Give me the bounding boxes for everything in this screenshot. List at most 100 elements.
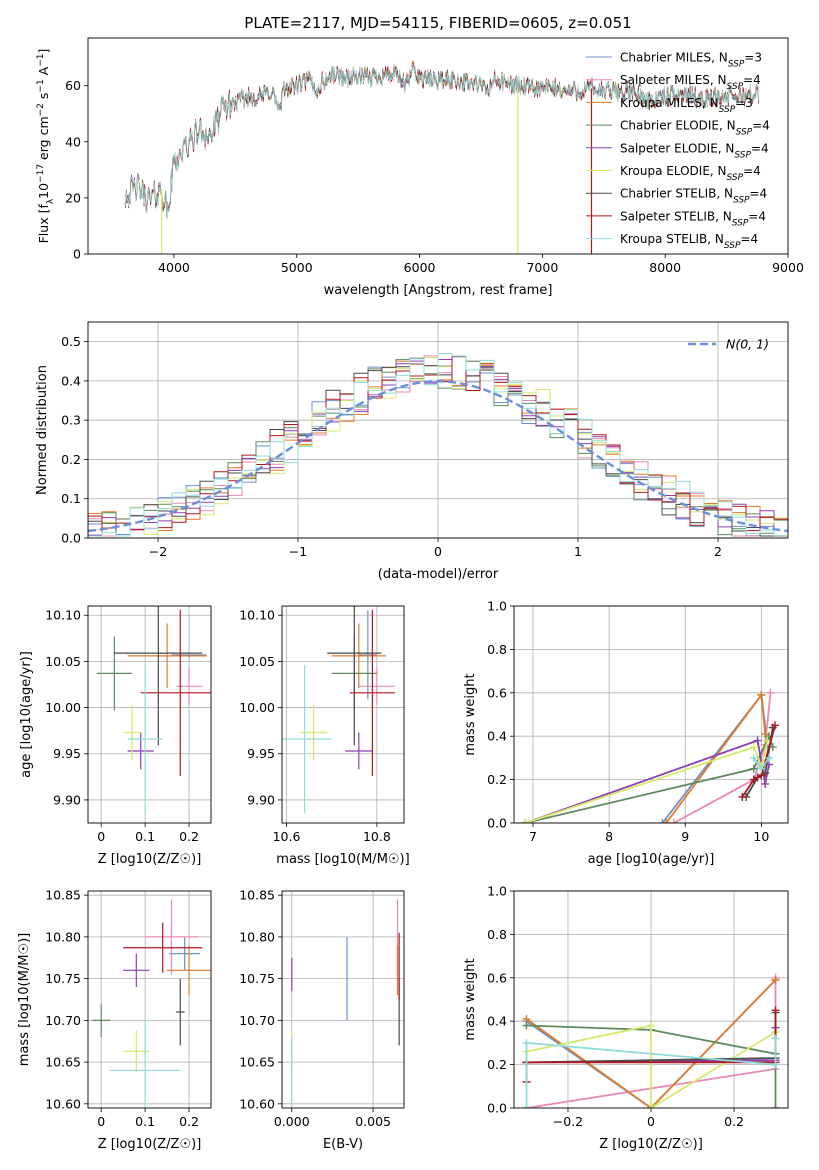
residuals-ytick-label: 0.2 xyxy=(61,452,81,467)
mass_weight_vs_age-point-marker xyxy=(753,736,762,745)
residuals-gaussian-curve xyxy=(88,380,788,533)
spectrum-ylabel-part: −17 xyxy=(36,164,46,183)
mass_weight_vs_age-point-marker xyxy=(761,779,770,788)
mass_weight_vs_age-point-marker xyxy=(749,743,758,752)
age_vs_mass-xtick-label: 10.6 xyxy=(273,829,301,844)
figure-title: PLATE=2117, MJD=54115, FIBERID=0605, z=0… xyxy=(244,14,631,32)
mass_weight_vs_Z-ytick-label: 0.2 xyxy=(487,1057,507,1072)
mass_weight_vs_Z-point-marker xyxy=(522,1104,531,1108)
spectrum-ylabel-part: −1 xyxy=(36,54,46,67)
spectrum-ylabel-part: s xyxy=(36,93,51,104)
age_vs_mass-ytick-label: 9.90 xyxy=(247,792,275,807)
mass_weight_vs_Z-ytick-label: 0.0 xyxy=(487,1101,507,1116)
mass_weight_vs_age-ytick-label: 0.6 xyxy=(487,685,507,700)
spectrum-legend-label: Chabrier ELODIE, NSSP=4 xyxy=(620,119,770,138)
mass_weight_vs_age-point-marker xyxy=(764,753,773,762)
mass_vs_Z-ytick-label: 10.75 xyxy=(45,971,81,986)
residuals-legend-label: N(0, 1) xyxy=(726,337,769,352)
spectrum-ylabel-part: A xyxy=(36,66,51,79)
age_vs_Z-ylabel: age [log10(age/yr)] xyxy=(19,651,34,778)
residuals-histogram-step xyxy=(88,353,788,537)
mass_weight_vs_age-xtick-label: 10 xyxy=(753,829,769,844)
age_vs_Z-ytick-label: 10.10 xyxy=(45,608,81,623)
spectrum-legend-label: Kroupa ELODIE, NSSP=4 xyxy=(620,164,761,183)
mass_weight_vs_age-point-marker xyxy=(771,721,780,730)
mass_weight_vs_age-point-marker xyxy=(738,792,747,801)
residuals-panel: −2 −1 0 1 2 0.0 0.1 0.2 0.3 0.4 0.5 (data-model)/er… xyxy=(35,321,789,582)
age_vs_Z-ytick-label: 9.90 xyxy=(53,792,81,807)
spectrum-legend-label: Chabrier STELIB, NSSP=4 xyxy=(620,187,767,206)
mass_vs_Z-ytick-label: 10.85 xyxy=(45,888,81,903)
mass_weight_vs_age-point-marker xyxy=(766,688,775,697)
age_vs_mass-ytick-label: 10.05 xyxy=(239,654,275,669)
spectrum-ylabel-part: ] xyxy=(36,49,51,54)
mass_weight_vs_age-ytick-label: 0.8 xyxy=(487,642,507,657)
mass_vs_ebv-xlabel: E(B-V) xyxy=(323,1137,363,1152)
residuals-xtick-label: 0 xyxy=(434,544,442,559)
spectrum-ylabel-part: λ xyxy=(46,198,56,204)
residuals-xtick-label: 2 xyxy=(714,544,722,559)
mass_weight_vs_age-xtick-label: 9 xyxy=(681,829,689,844)
mass_weight_vs_age-ytick-label: 0.0 xyxy=(487,816,507,831)
mass_weight_vs_Z-point-marker xyxy=(771,1006,780,1015)
mass_weight_vs_Z-point-marker xyxy=(647,1021,655,1030)
mass_weight_vs_age-point-marker xyxy=(521,819,530,823)
mass_weight_vs_Z-panel: −0.2 0 0.2 0.0 0.2 0.4 0.6 0.8 1.0 Z [log10(Z/Z☉)… xyxy=(463,884,789,1152)
mass_weight_vs_Z-series-line xyxy=(525,979,777,1108)
age_vs_mass-ytick-label: 9.95 xyxy=(247,746,275,761)
mass_weight_vs_age-frame xyxy=(513,605,789,824)
mass_weight_vs_Z-ytick-label: 0.6 xyxy=(487,970,507,985)
age_vs_mass-panel: 10.6 10.8 9.90 9.95 10.00 10.05 10.10 mass [log… xyxy=(239,605,410,867)
residuals-xlabel: (data-model)/error xyxy=(378,567,499,582)
spectrum-ylabel: Flux [fλ10−17 erg cm−2 s−1 A−1] xyxy=(36,49,56,244)
mass_weight_vs_Z-xtick-label: −0.2 xyxy=(553,1114,583,1129)
mass_vs_ebv-xtick-label: 0.005 xyxy=(355,1114,391,1129)
residuals-ytick-label: 0.5 xyxy=(61,334,81,349)
mass_weight_vs_age-point-marker xyxy=(749,764,758,773)
mass_vs_ebv-xtick-label: 0.000 xyxy=(274,1114,310,1129)
mass_weight_vs_Z-ylabel: mass weight xyxy=(463,958,478,1040)
mass_vs_Z-xlabel: Z [log10(Z/Z☉)] xyxy=(98,1137,202,1152)
spectrum-xtick-label: 6000 xyxy=(404,260,436,275)
age_vs_mass-xlabel: mass [log10(M/M☉)] xyxy=(276,852,409,867)
spectrum-xlabel: wavelength [Angstrom, rest frame] xyxy=(324,283,553,298)
mass_weight_vs_age-point-marker xyxy=(658,819,667,823)
residuals-ylabel: Normed distribution xyxy=(35,365,50,495)
age_vs_Z-ytick-label: 10.00 xyxy=(45,700,81,715)
age_vs_Z-ytick-label: 9.95 xyxy=(53,746,81,761)
spectrum-frame xyxy=(87,37,789,255)
age_vs_Z-xtick-label: 0 xyxy=(97,829,105,844)
mass_weight_vs_Z-series-line xyxy=(526,1024,777,1108)
mass_weight_vs_Z-xtick-label: 0.2 xyxy=(724,1114,744,1129)
spectrum-series-line xyxy=(124,63,759,219)
mass_weight_vs_Z-point-marker xyxy=(522,1038,531,1047)
mass_vs_Z-xtick-label: 0.2 xyxy=(179,1114,199,1129)
mass_vs_Z-ytick-label: 10.80 xyxy=(45,929,81,944)
residuals-xtick-label: −2 xyxy=(149,544,167,559)
residuals-ytick-label: 0.0 xyxy=(61,531,81,546)
mass_vs_ebv-ytick-label: 10.80 xyxy=(239,929,275,944)
age_vs_Z-ytick-label: 10.05 xyxy=(45,654,81,669)
mass_weight_vs_age-series-line xyxy=(525,740,769,823)
age_vs_Z-panel: 0 0.1 0.2 9.90 9.95 10.00 10.05 10.10 Z [log10(Z… xyxy=(19,605,212,867)
age_vs_Z-xtick-label: 0.2 xyxy=(179,829,199,844)
mass_vs_Z-xtick-label: 0.1 xyxy=(135,1114,155,1129)
mass_vs_Z-ytick-label: 10.70 xyxy=(45,1013,81,1028)
spectrum-xtick-label: 4000 xyxy=(158,260,190,275)
mass_weight_vs_Z-point-marker xyxy=(647,1104,655,1108)
mass_weight_vs_age-point-marker xyxy=(749,753,758,762)
mass_weight_vs_age-ytick-label: 1.0 xyxy=(487,599,507,614)
spectrum-xtick-label: 5000 xyxy=(281,260,313,275)
residuals-ytick-label: 0.3 xyxy=(61,413,81,428)
mass_weight_vs_Z-frame xyxy=(513,890,789,1109)
mass_vs_ebv-ytick-label: 10.75 xyxy=(239,971,275,986)
residuals-ytick-label: 0.1 xyxy=(61,491,81,506)
spectrum-legend-label: Salpeter STELIB, NSSP=4 xyxy=(620,209,766,228)
age_vs_mass-ytick-label: 10.00 xyxy=(239,700,275,715)
mass_weight_vs_Z-ytick-label: 1.0 xyxy=(487,884,507,899)
mass_weight_vs_Z-point-marker xyxy=(771,1034,780,1043)
spectrum-legend-label: Kroupa MILES, NSSP=3 xyxy=(620,96,753,115)
mass_vs_ebv-ytick-label: 10.85 xyxy=(239,888,275,903)
age_vs_Z-frame xyxy=(87,605,212,824)
